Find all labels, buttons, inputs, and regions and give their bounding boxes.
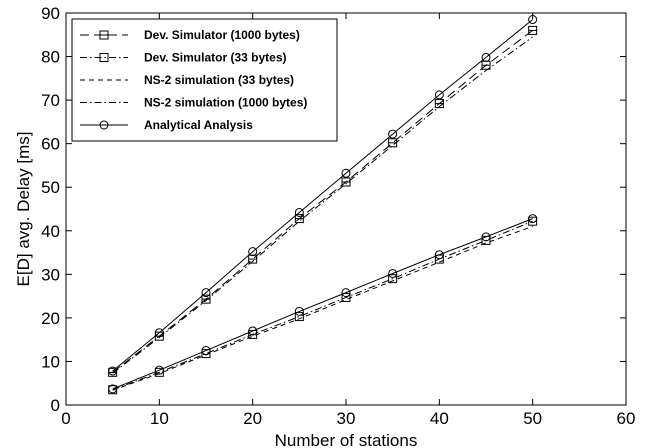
series-line [112, 220, 533, 391]
data-point [108, 366, 118, 376]
data-point [108, 384, 118, 394]
data-point [528, 216, 538, 226]
legend-label: Dev. Simulator (33 bytes) [144, 51, 287, 65]
data-point [248, 247, 258, 257]
series-0 [108, 25, 538, 377]
data-point [341, 292, 351, 302]
data-point [248, 254, 258, 264]
data-point [154, 328, 164, 338]
y-tick-label: 30 [41, 265, 60, 284]
data-point [341, 168, 351, 178]
x-tick-label: 50 [523, 409, 542, 428]
legend: Dev. Simulator (1000 bytes) Dev. Simulato… [71, 18, 338, 142]
data-point [154, 365, 164, 375]
data-point [388, 274, 398, 284]
y-tick-label: 70 [41, 91, 60, 110]
y-tick-label: 10 [41, 352, 60, 371]
legend-item: Analytical Analysis [80, 118, 253, 132]
y-tick-label: 90 [41, 4, 60, 23]
legend-item: NS-2 simulation (33 bytes) [80, 73, 294, 87]
data-point [388, 129, 398, 139]
x-tick-label: 60 [617, 409, 636, 428]
data-point [481, 232, 491, 242]
axis-ticks: 0 10 20 30 40 50 60 0 10 20 30 40 50 60 70 80 90 [41, 4, 635, 428]
y-tick-label: 0 [51, 396, 60, 415]
data-point [201, 346, 211, 356]
legend-marker [99, 30, 109, 40]
data-point [341, 177, 351, 187]
data-point [294, 306, 304, 316]
series-line [112, 29, 533, 373]
legend-label: Dev. Simulator (1000 bytes) [144, 28, 300, 42]
legend-item: Dev. Simulator (1000 bytes) [80, 28, 300, 42]
y-axis-label: E[D] avg. Delay [ms] [14, 132, 33, 287]
data-point [248, 326, 258, 336]
legend-label: NS-2 simulation (33 bytes) [144, 73, 294, 87]
data-point [154, 367, 164, 377]
data-point [481, 52, 491, 62]
y-tick-label: 40 [41, 222, 60, 241]
legend-label: NS-2 simulation (1000 bytes) [144, 96, 307, 110]
data-point [201, 288, 211, 298]
x-axis-label: Number of stations [275, 431, 418, 448]
series-layer [108, 15, 538, 395]
data-point [388, 268, 398, 278]
x-tick-label: 0 [61, 409, 70, 428]
data-point [528, 15, 538, 25]
data-point [528, 214, 538, 224]
series-2 [112, 225, 533, 391]
x-tick-label: 30 [337, 409, 356, 428]
data-point [294, 207, 304, 217]
y-tick-label: 60 [41, 135, 60, 154]
legend-marker [99, 120, 109, 130]
x-tick-label: 40 [430, 409, 449, 428]
series-line [112, 19, 534, 372]
x-tick-label: 10 [150, 409, 169, 428]
data-point [434, 90, 444, 100]
data-point [294, 312, 304, 322]
data-point [341, 288, 351, 298]
series-line [112, 225, 533, 391]
y-tick-label: 20 [41, 309, 60, 328]
series-3 [112, 36, 533, 374]
series-4-lower [108, 214, 538, 394]
series-line [112, 218, 533, 390]
x-tick-label: 20 [243, 409, 262, 428]
data-point [434, 250, 444, 260]
series-4 [108, 15, 538, 376]
y-tick-label: 50 [41, 178, 60, 197]
series-line [112, 36, 533, 374]
data-point [294, 214, 304, 224]
y-tick-label: 80 [41, 48, 60, 67]
data-point [201, 294, 211, 304]
data-point [528, 25, 538, 35]
legend-label: Analytical Analysis [144, 118, 253, 132]
data-point [481, 235, 491, 245]
legend-item: Dev. Simulator (33 bytes) [80, 51, 287, 65]
legend-item: NS-2 simulation (1000 bytes) [80, 96, 307, 110]
legend-marker [99, 53, 109, 62]
